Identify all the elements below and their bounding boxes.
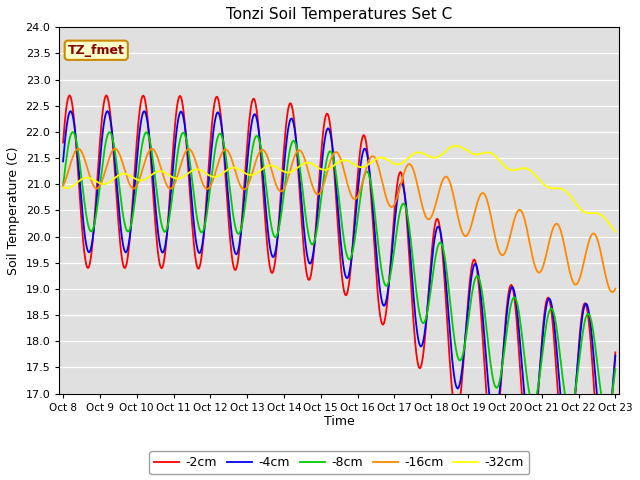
-32cm [309,162,317,168]
-4cm [611,353,619,359]
-4cm [158,249,166,255]
-4cm [386,276,394,281]
-16cm [386,203,394,208]
-2cm [476,294,484,300]
-8cm [476,278,484,284]
-2cm [158,265,166,271]
-4cm [429,251,436,256]
Line: -32cm: -32cm [63,146,615,232]
-8cm [429,272,436,278]
-32cm [60,184,67,190]
-4cm [476,282,484,288]
-8cm [60,183,67,189]
-16cm [609,289,616,295]
-8cm [68,129,76,135]
Y-axis label: Soil Temperature (C): Soil Temperature (C) [7,146,20,275]
-32cm [611,229,619,235]
-16cm [429,211,436,216]
Legend: -2cm, -4cm, -8cm, -16cm, -32cm: -2cm, -4cm, -8cm, -16cm, -32cm [149,451,529,474]
-32cm [201,170,209,176]
-8cm [202,216,210,222]
-16cm [75,146,83,152]
-8cm [310,240,317,245]
-2cm [611,349,619,355]
-32cm [452,143,460,149]
Line: -16cm: -16cm [63,149,615,292]
-2cm [60,140,67,145]
-4cm [600,444,608,449]
-4cm [310,246,317,252]
Title: Tonzi Soil Temperatures Set C: Tonzi Soil Temperatures Set C [226,7,452,22]
-16cm [60,183,67,189]
-8cm [611,366,619,372]
Line: -2cm: -2cm [63,96,615,477]
-16cm [310,187,317,192]
-2cm [429,239,436,244]
X-axis label: Time: Time [324,415,355,429]
-16cm [202,186,210,192]
-2cm [66,93,74,98]
-8cm [386,276,394,282]
-4cm [202,211,210,216]
-4cm [60,158,67,164]
-32cm [476,151,484,157]
-2cm [202,203,210,209]
-16cm [476,193,484,199]
-8cm [603,411,611,417]
-16cm [158,168,166,174]
-2cm [600,474,607,480]
-8cm [158,222,166,228]
-16cm [611,286,619,291]
Line: -8cm: -8cm [63,132,615,414]
-32cm [157,168,164,174]
-32cm [385,157,392,163]
-2cm [310,249,317,254]
-4cm [67,108,74,114]
-32cm [428,155,436,160]
Line: -4cm: -4cm [63,111,615,446]
Text: TZ_fmet: TZ_fmet [68,44,125,57]
-2cm [386,275,394,280]
